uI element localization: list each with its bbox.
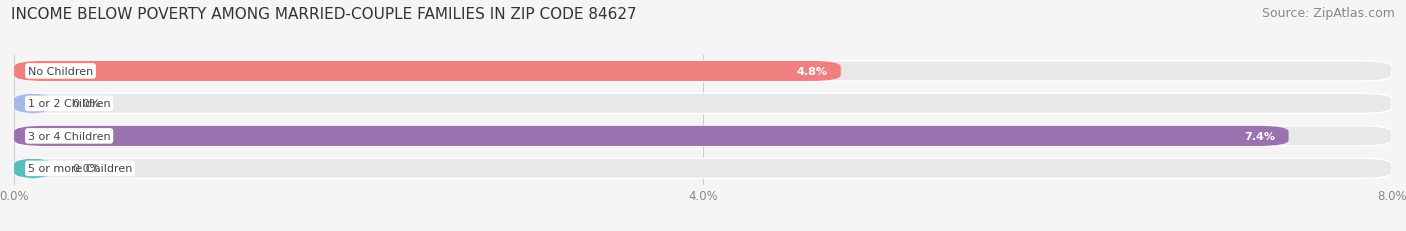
Text: 0.0%: 0.0% bbox=[73, 99, 101, 109]
Text: 5 or more Children: 5 or more Children bbox=[28, 164, 132, 174]
FancyBboxPatch shape bbox=[14, 94, 1392, 114]
Text: 7.4%: 7.4% bbox=[1244, 131, 1275, 141]
FancyBboxPatch shape bbox=[14, 62, 841, 82]
FancyBboxPatch shape bbox=[14, 159, 52, 179]
Text: Source: ZipAtlas.com: Source: ZipAtlas.com bbox=[1261, 7, 1395, 20]
FancyBboxPatch shape bbox=[14, 126, 1392, 146]
FancyBboxPatch shape bbox=[14, 94, 52, 114]
FancyBboxPatch shape bbox=[14, 62, 1392, 82]
Text: 0.0%: 0.0% bbox=[73, 164, 101, 174]
Text: INCOME BELOW POVERTY AMONG MARRIED-COUPLE FAMILIES IN ZIP CODE 84627: INCOME BELOW POVERTY AMONG MARRIED-COUPL… bbox=[11, 7, 637, 22]
FancyBboxPatch shape bbox=[14, 126, 1289, 146]
Text: 1 or 2 Children: 1 or 2 Children bbox=[28, 99, 111, 109]
FancyBboxPatch shape bbox=[14, 159, 1392, 179]
Text: 4.8%: 4.8% bbox=[796, 67, 827, 77]
Text: No Children: No Children bbox=[28, 67, 93, 77]
Text: 3 or 4 Children: 3 or 4 Children bbox=[28, 131, 111, 141]
